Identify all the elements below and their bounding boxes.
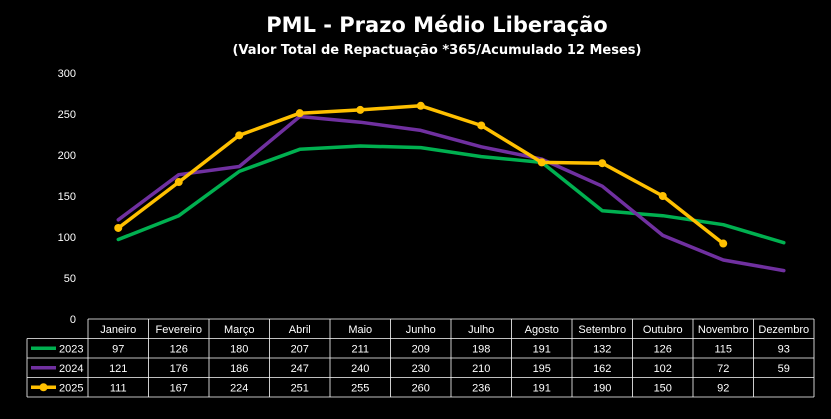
x-category-label: Outubro	[643, 324, 683, 336]
x-category-label: Março	[224, 324, 255, 336]
x-category-label: Agosto	[525, 324, 559, 336]
y-tick-label: 200	[58, 150, 76, 162]
y-tick-label: 0	[70, 314, 76, 326]
data-label: 97	[112, 344, 124, 356]
data-point-2025	[235, 131, 244, 140]
data-label: 255	[351, 383, 369, 395]
data-label: 126	[170, 344, 188, 356]
data-label: 224	[230, 383, 248, 395]
data-label: 190	[593, 383, 611, 395]
data-label: 195	[533, 363, 551, 375]
x-category-label: Abril	[289, 324, 311, 336]
data-point-2025	[477, 121, 486, 130]
chart-title: PML - Prazo Médio Liberação	[266, 13, 607, 37]
data-label: 209	[412, 344, 430, 356]
data-label: 191	[533, 383, 551, 395]
data-label: 186	[230, 363, 248, 375]
data-label: 132	[593, 344, 611, 356]
data-point-2025	[719, 239, 728, 248]
data-label: 121	[109, 363, 127, 375]
x-category-label: Janeiro	[100, 324, 136, 336]
data-label: 72	[717, 363, 729, 375]
y-axis-labels: 0 50 100 150 200 250 300	[58, 68, 76, 326]
data-label: 176	[170, 363, 188, 375]
y-tick-label: 300	[58, 68, 76, 80]
data-point-2025	[356, 105, 365, 114]
data-label: 210	[472, 363, 490, 375]
data-point-2025	[174, 178, 183, 187]
data-label: 230	[412, 363, 430, 375]
data-label: 198	[472, 344, 490, 356]
x-category-label: Maio	[348, 324, 372, 336]
data-label: 207	[291, 344, 309, 356]
data-label: 102	[654, 363, 672, 375]
data-point-2025	[416, 101, 425, 110]
data-label: 167	[170, 383, 188, 395]
x-category-label: Novembro	[698, 324, 749, 336]
x-category-label: Dezembro	[758, 324, 809, 336]
data-label: 191	[533, 344, 551, 356]
data-label: 247	[291, 363, 309, 375]
data-point-2025	[114, 223, 123, 232]
y-tick-label: 100	[58, 232, 76, 244]
data-label: 236	[472, 383, 490, 395]
legend-label: 2024	[59, 363, 83, 375]
legend-label: 2025	[59, 383, 83, 395]
data-label: 150	[654, 383, 672, 395]
data-label: 93	[778, 344, 790, 356]
data-point-2025	[537, 158, 546, 167]
x-category-label: Fevereiro	[156, 324, 202, 336]
data-label: 92	[717, 383, 729, 395]
data-label: 180	[230, 344, 248, 356]
series-markers	[114, 101, 728, 248]
y-tick-label: 150	[58, 191, 76, 203]
data-point-2025	[598, 159, 607, 168]
data-label: 211	[351, 344, 369, 356]
series-line-2024	[116, 114, 786, 273]
series-line-2023	[116, 144, 786, 245]
data-label: 240	[351, 363, 369, 375]
data-label: 260	[412, 383, 430, 395]
x-category-label: Setembro	[578, 324, 626, 336]
legend-label: 2023	[59, 344, 83, 356]
data-label: 59	[778, 363, 790, 375]
data-label: 115	[714, 344, 732, 356]
data-label: 126	[654, 344, 672, 356]
data-label: 111	[110, 383, 127, 395]
data-point-2025	[658, 192, 667, 200]
y-tick-label: 50	[64, 273, 76, 285]
data-label: 251	[291, 383, 309, 395]
data-table: Janeiro Fevereiro Março Abril Maio Junho Julho…	[26, 318, 815, 398]
y-tick-label: 250	[58, 109, 76, 121]
data-point-2025	[295, 109, 304, 118]
data-label: 162	[593, 363, 611, 375]
x-category-label: Junho	[406, 324, 436, 336]
legend-marker-2025	[39, 383, 48, 392]
chart-subtitle: (Valor Total de Repactuação *365/Acumula…	[233, 43, 642, 58]
x-category-label: Julho	[468, 324, 494, 336]
